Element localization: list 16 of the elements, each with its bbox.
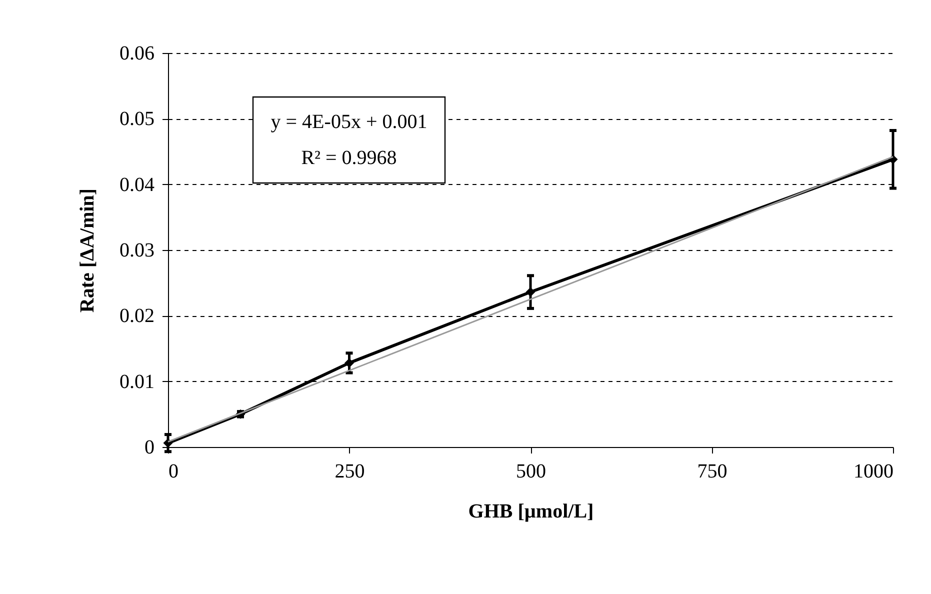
y-tick-label: 0.06 xyxy=(120,42,154,64)
y-tick-label: 0.05 xyxy=(120,108,154,130)
annotation: y = 4E-05x + 0.001 xyxy=(270,111,428,133)
y-axis-title: Rate [ΔA/min] xyxy=(76,188,98,313)
y-tick-label: 0 xyxy=(144,436,154,458)
x-tick-label: 250 xyxy=(334,460,365,482)
y-tick-label: 0.01 xyxy=(120,370,154,393)
x-tick-label: 1000 xyxy=(854,460,894,482)
y-tick-label: 0.02 xyxy=(120,305,154,328)
y-tick-label: 0.03 xyxy=(120,240,154,262)
x-axis-title: GHB [µmol/L] xyxy=(468,500,594,522)
x-tick-label: 0 xyxy=(168,460,178,482)
x-tick-label: 500 xyxy=(516,460,546,482)
x-tick-label: 750 xyxy=(697,460,728,482)
y-tick-label: 0.04 xyxy=(120,174,154,196)
annotation: R² = 0.9968 xyxy=(301,147,397,169)
